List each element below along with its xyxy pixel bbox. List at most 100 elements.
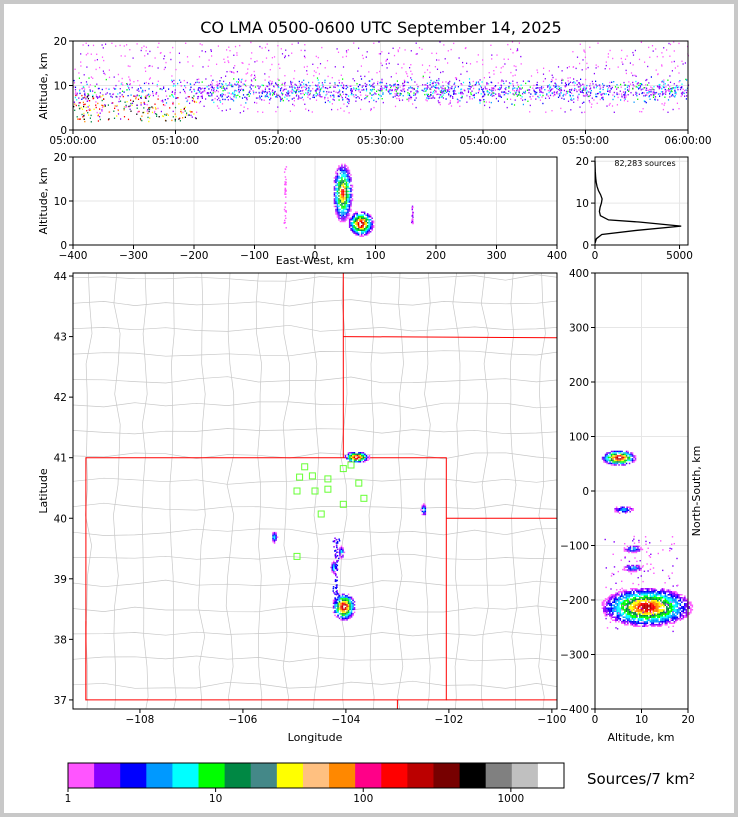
time-series-point — [596, 102, 598, 104]
time-series-point — [205, 78, 207, 80]
time-series-point — [184, 92, 186, 94]
time-series-point — [143, 111, 145, 114]
time-series-point — [650, 86, 652, 88]
plan-view-cell — [337, 560, 339, 562]
time-series-point — [360, 75, 362, 77]
plan-view-cell — [341, 619, 344, 621]
time-series-point — [633, 85, 635, 87]
time-series-ytick-label: 10 — [54, 81, 67, 93]
plan-view-cell — [352, 456, 354, 458]
time-series-point — [393, 54, 396, 57]
ew-altitude-cell — [360, 232, 363, 234]
ew-altitude-cell — [360, 228, 363, 230]
time-series-point — [536, 81, 538, 84]
plan-view-cell — [340, 547, 343, 549]
time-series-point — [436, 68, 439, 70]
altitude-ns-cell — [679, 616, 682, 618]
time-series-point — [292, 92, 294, 94]
altitude-ns-cell — [616, 603, 619, 605]
altitude-ns-cell — [660, 613, 662, 615]
time-series-point — [225, 109, 227, 111]
altitude-ns-cell — [628, 607, 631, 609]
time-series-point — [527, 89, 529, 91]
time-series-point — [172, 103, 174, 106]
altitude-ns-cell — [637, 547, 639, 549]
altitude-ns-cell — [631, 621, 634, 623]
plan-view-cell — [361, 455, 363, 457]
time-series-point — [648, 82, 650, 84]
altitude-ns-cell — [645, 597, 647, 599]
plan-view-cell — [344, 598, 347, 600]
time-series-point — [323, 90, 325, 93]
time-series-point — [513, 65, 515, 67]
altitude-ns-cell — [631, 595, 634, 597]
time-series-point — [83, 112, 85, 115]
plan-view-cell — [334, 604, 336, 606]
county-line — [141, 273, 149, 709]
altitude-ns-cell — [609, 600, 611, 602]
altitude-ns-cell — [636, 624, 638, 626]
time-series-point — [113, 117, 116, 119]
ew-altitude-cell — [335, 178, 337, 181]
time-series-point — [389, 84, 391, 86]
altitude-ns-cell — [651, 615, 653, 617]
time-series-point — [192, 97, 194, 99]
time-series-point — [191, 96, 193, 99]
altitude-ns-cell — [619, 609, 622, 611]
altitude-ns-cell — [624, 624, 626, 626]
ew-altitude-xtick-label: −300 — [119, 250, 148, 262]
time-series-point — [394, 93, 396, 95]
time-series-point — [246, 97, 248, 99]
ew-altitude-cell — [348, 196, 351, 199]
time-series-point — [616, 87, 618, 89]
plan-view-cell — [343, 601, 345, 603]
time-series-point — [243, 89, 245, 92]
altitude-ns-cell — [625, 462, 628, 465]
time-series-point — [312, 81, 314, 84]
time-series-point — [227, 99, 229, 101]
time-series-point — [134, 95, 136, 97]
time-series-point — [602, 98, 604, 101]
ew-altitude-cell — [344, 193, 346, 196]
altitude-ns-cell — [630, 606, 632, 608]
time-series-point — [653, 94, 655, 97]
time-series-point — [411, 87, 413, 89]
altitude-ns-cell — [631, 452, 634, 454]
time-series-point — [303, 66, 305, 68]
time-series-point — [308, 81, 310, 84]
time-series-point — [599, 88, 601, 90]
time-series-point — [684, 62, 686, 64]
altitude-ns-cell — [622, 601, 625, 603]
ew-altitude-cell — [338, 208, 340, 211]
time-series-point — [182, 111, 184, 114]
time-series-point — [396, 92, 398, 94]
altitude-ns-cell — [631, 598, 634, 600]
altitude-ns-cell — [670, 592, 673, 594]
plan-view-cell — [340, 551, 343, 554]
time-series-point — [151, 111, 154, 114]
time-series-point — [311, 111, 313, 113]
ew-altitude-cell — [372, 225, 375, 227]
time-series-point — [356, 83, 358, 85]
time-series-point — [659, 93, 661, 95]
ew-altitude-cell — [342, 169, 345, 172]
station-marker — [347, 461, 355, 469]
time-series-point — [284, 85, 286, 87]
time-series-point — [462, 81, 465, 84]
plan-view-cell — [344, 617, 347, 620]
time-series-point — [478, 88, 480, 90]
altitude-ns-cell — [663, 606, 665, 608]
time-series-point — [549, 94, 552, 97]
time-series-point — [429, 97, 431, 99]
altitude-ns-cell — [618, 456, 620, 459]
altitude-ns-cell — [682, 616, 685, 618]
time-series-point — [235, 95, 237, 97]
altitude-ns-cell — [646, 612, 649, 614]
time-series-point — [148, 120, 150, 123]
ew-altitude-cell — [354, 222, 357, 224]
plan-view-cell — [332, 611, 335, 614]
altitude-ns-cell — [642, 622, 644, 624]
altitude-ns-cell — [643, 625, 646, 627]
altitude-ns-cell — [618, 603, 620, 605]
altitude-ns-cell — [606, 455, 608, 457]
